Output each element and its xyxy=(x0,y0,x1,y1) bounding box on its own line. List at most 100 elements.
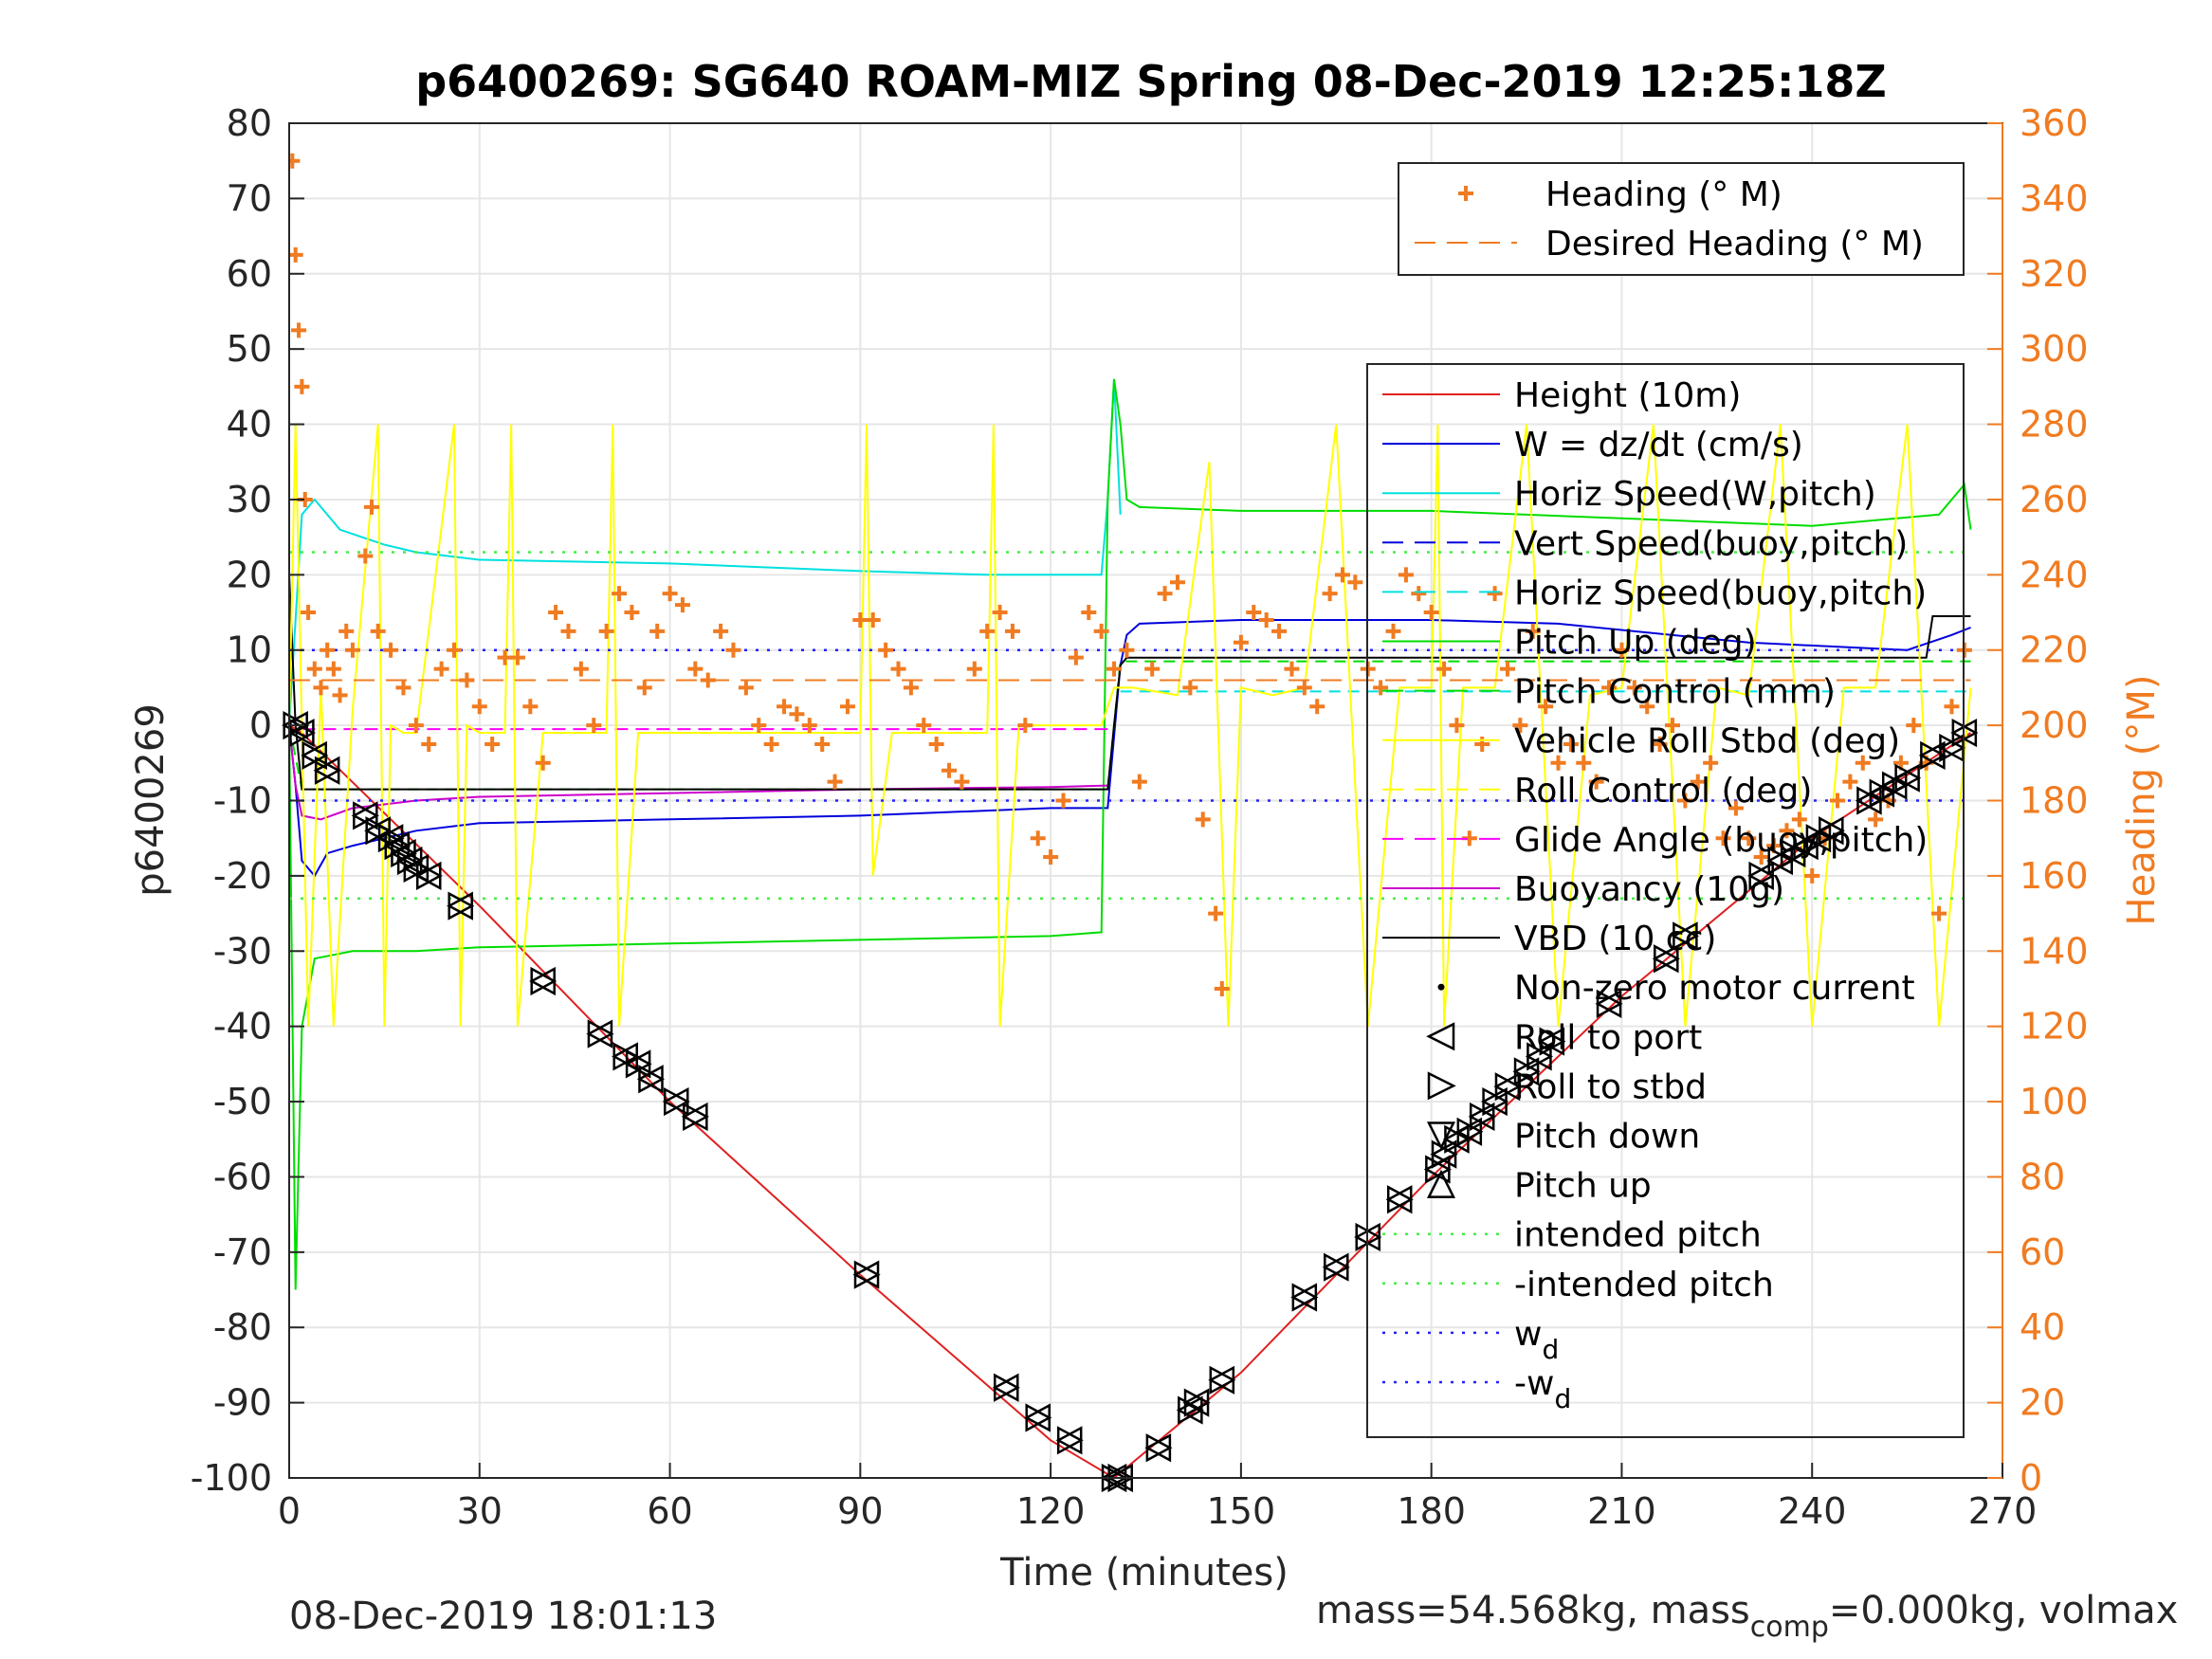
heading-point xyxy=(433,661,449,677)
roll-to-stbd-marker xyxy=(1526,1042,1554,1071)
y-tick-label: -60 xyxy=(213,1156,272,1197)
legend-label: wd xyxy=(1514,1315,1559,1365)
heading-point xyxy=(738,680,754,696)
roll-to-stbd-marker xyxy=(314,756,341,785)
heading-point xyxy=(624,605,640,621)
y-tick-label: 40 xyxy=(227,404,272,446)
heading-point xyxy=(903,680,919,696)
heading-point xyxy=(687,661,704,677)
legend-label-text: Pitch down xyxy=(1514,1118,1700,1157)
heading-point xyxy=(865,611,881,628)
roll-to-stbd-marker xyxy=(1939,733,1966,763)
heading-point xyxy=(447,642,463,658)
footer-mass-text: mass=54.568kg, mass xyxy=(1316,1589,1750,1632)
x-tick-label: 30 xyxy=(457,1490,503,1532)
roll-to-stbd-marker xyxy=(415,861,443,890)
roll-to-stbd-marker xyxy=(1920,740,1947,770)
x-tick-label: 120 xyxy=(1016,1490,1086,1532)
heading-point xyxy=(408,718,424,734)
roll-to-stbd-marker xyxy=(403,853,430,884)
roll-to-stbd-marker xyxy=(1805,824,1833,853)
heading-point xyxy=(1208,905,1224,921)
legend-sample xyxy=(1458,186,1473,201)
legend-label: Height (10m) xyxy=(1514,376,1741,415)
heading-point xyxy=(313,680,329,696)
legend-label-sub: d xyxy=(1542,1334,1559,1365)
heading-point xyxy=(383,642,399,658)
y-tick-label: 30 xyxy=(227,479,272,520)
heading-point xyxy=(1043,849,1059,866)
heading-point xyxy=(1829,793,1845,809)
y-tick-label: 20 xyxy=(227,554,272,595)
heading-point xyxy=(1931,905,1947,921)
legend-sample xyxy=(1426,1121,1456,1151)
legend-label-text: w xyxy=(1514,1315,1542,1354)
heading-point xyxy=(1588,774,1604,790)
heading-point xyxy=(289,153,301,169)
heading-point xyxy=(1436,661,1453,677)
series-line-pitch-up-deg xyxy=(289,378,1972,1290)
heading-point xyxy=(1144,661,1161,677)
y-tick-label: 10 xyxy=(227,629,272,671)
footer-mass: mass=54.568kg, masscomp=0.000kg, volmax xyxy=(1316,1589,2178,1644)
heading-point xyxy=(751,718,767,734)
roll-to-stbd-marker xyxy=(1209,1365,1236,1395)
x-tick-label: 210 xyxy=(1587,1490,1656,1532)
y2-tick-label: 200 xyxy=(2020,704,2089,746)
heading-point xyxy=(1309,699,1325,715)
legend-label-text: Roll to port xyxy=(1514,1018,1702,1057)
heading-point xyxy=(662,586,678,602)
heading-point xyxy=(1715,830,1731,847)
heading-point xyxy=(1779,823,1795,839)
heading-point xyxy=(306,661,322,677)
y2-tick-label: 60 xyxy=(2020,1231,2065,1273)
heading-point xyxy=(1106,661,1123,677)
roll-to-stbd-marker xyxy=(1482,1086,1509,1117)
heading-point xyxy=(1271,623,1288,639)
heading-point xyxy=(928,736,944,752)
x-tick-label: 60 xyxy=(647,1490,692,1532)
roll-to-stbd-marker xyxy=(1767,846,1795,876)
legend-label-text: Height (10m) xyxy=(1514,376,1741,415)
legend-label: Buoyancy (10g) xyxy=(1514,870,1784,909)
roll-to-stbd-marker xyxy=(1291,1283,1319,1312)
y-tick-label: 80 xyxy=(227,102,272,144)
heading-point xyxy=(301,605,317,621)
heading-point xyxy=(1741,830,1757,847)
legend-heading-box xyxy=(1398,162,1965,276)
legend-label: -wd xyxy=(1514,1364,1571,1414)
roll-to-stbd-marker xyxy=(663,1086,690,1117)
roll-to-stbd-marker xyxy=(994,1373,1020,1402)
roll-to-stbd-marker xyxy=(1145,1433,1173,1463)
y-tick-label: -20 xyxy=(213,855,272,897)
heading-point xyxy=(1398,567,1414,583)
roll-to-stbd-marker xyxy=(683,1102,709,1132)
roll-to-stbd-marker xyxy=(1894,763,1922,793)
series-line-w-dz-dt-cm-s xyxy=(289,619,1971,878)
heading-point xyxy=(1677,793,1693,809)
heading-point xyxy=(1284,661,1300,677)
heading-point xyxy=(560,623,576,639)
y-tick-label: -70 xyxy=(213,1231,272,1273)
legend-label: VBD (10 cc) xyxy=(1514,920,1716,958)
footer-mass-tail: =0.000kg, volmax xyxy=(1829,1589,2178,1632)
heading-point xyxy=(370,623,386,639)
heading-point xyxy=(1639,699,1655,715)
heading-point xyxy=(325,661,341,677)
legend-label-text: W = dz/dt (cm/s) xyxy=(1514,426,1803,465)
legend-label-text: Pitch up xyxy=(1514,1167,1652,1206)
heading-point xyxy=(1093,623,1109,639)
heading-point xyxy=(966,661,982,677)
roll-to-stbd-marker xyxy=(1673,921,1699,951)
heading-point xyxy=(992,605,1008,621)
roll-to-stbd-marker xyxy=(384,831,411,861)
roll-to-stbd-marker xyxy=(1654,944,1680,974)
y2-tick-label: 40 xyxy=(2020,1306,2065,1348)
legend-label-text: Vert Speed(buoy,pitch) xyxy=(1514,524,1908,563)
heading-point xyxy=(763,736,779,752)
legend-label: Roll Control (deg) xyxy=(1514,772,1812,811)
legend-main: Height (10m) W = dz/dt (cm/s) Horiz Speed(… xyxy=(1366,363,1965,1438)
legend-label: Heading (° M) xyxy=(1545,175,1782,214)
heading-point xyxy=(344,642,360,658)
heading-point xyxy=(1538,699,1554,715)
